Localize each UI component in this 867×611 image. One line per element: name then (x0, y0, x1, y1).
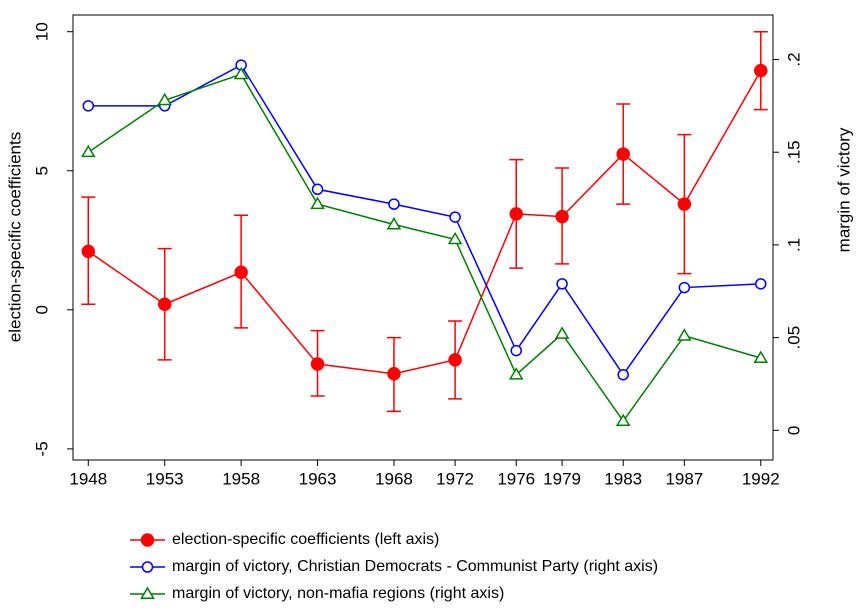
data-point (310, 196, 325, 210)
data-point (388, 198, 400, 210)
y-axis-title: election-specific coefficients (5, 132, 24, 342)
legend-text: margin of victory, Christian Democrats -… (172, 558, 658, 575)
data-point (678, 281, 691, 294)
x-tick-label: 1979 (543, 469, 581, 488)
data-point (510, 344, 522, 357)
x-tick-label: 1983 (604, 469, 642, 488)
data-point (157, 92, 173, 106)
y2-tick-label: .05 (784, 326, 803, 350)
data-point (617, 368, 629, 381)
data-point (448, 353, 462, 367)
data-point (753, 350, 769, 363)
legend-marker (140, 586, 155, 599)
data-point (157, 297, 172, 311)
data-point (447, 231, 463, 245)
y-tick-label: -5 (32, 441, 51, 456)
data-point (387, 367, 401, 381)
series-line (87, 70, 762, 375)
data-point (556, 278, 568, 290)
series-line (88, 64, 761, 377)
data-point (311, 183, 324, 196)
plot-frame (72, 14, 774, 461)
y-tick-label: 10 (32, 22, 51, 41)
data-point (386, 217, 402, 230)
data-point (82, 100, 95, 112)
data-point (81, 244, 96, 259)
data-point (677, 328, 692, 341)
x-tick-label: 1948 (69, 469, 107, 488)
x-tick-label: 1953 (146, 469, 184, 488)
data-point (754, 63, 768, 78)
data-point (677, 197, 692, 211)
x-tick-label: 1958 (222, 469, 260, 488)
data-point (233, 66, 249, 80)
x-tick-label: 1976 (497, 469, 535, 488)
legend-marker (140, 533, 155, 547)
legend-text: margin of victory, non-mafia regions (ri… (172, 585, 504, 602)
data-point (616, 147, 630, 161)
data-point (508, 367, 524, 380)
legend-text: election-specific coefficients (left axi… (172, 531, 439, 548)
x-tick-label: 1987 (665, 469, 703, 488)
data-point (755, 278, 767, 290)
y-tick-label: 5 (32, 166, 51, 175)
x-tick-label: 1963 (299, 469, 337, 488)
series-line (87, 73, 761, 423)
y2-axis-title: margin of victory (834, 127, 853, 252)
data-point (615, 413, 631, 427)
y2-tick-label: .2 (784, 52, 803, 66)
y2-tick-label: .15 (784, 140, 803, 164)
data-point (554, 326, 570, 339)
data-point (80, 144, 96, 158)
y2-tick-label: .1 (784, 238, 803, 252)
y-tick-label: 0 (32, 305, 51, 314)
data-point (509, 207, 523, 221)
y2-tick-label: 0 (784, 426, 803, 435)
x-tick-label: 1972 (436, 469, 474, 488)
x-tick-label: 1992 (742, 469, 780, 488)
data-point (555, 209, 569, 224)
legend-marker (141, 561, 154, 573)
data-point (310, 357, 325, 371)
data-point (449, 211, 461, 223)
x-tick-label: 1968 (375, 469, 413, 488)
data-point (234, 265, 248, 280)
